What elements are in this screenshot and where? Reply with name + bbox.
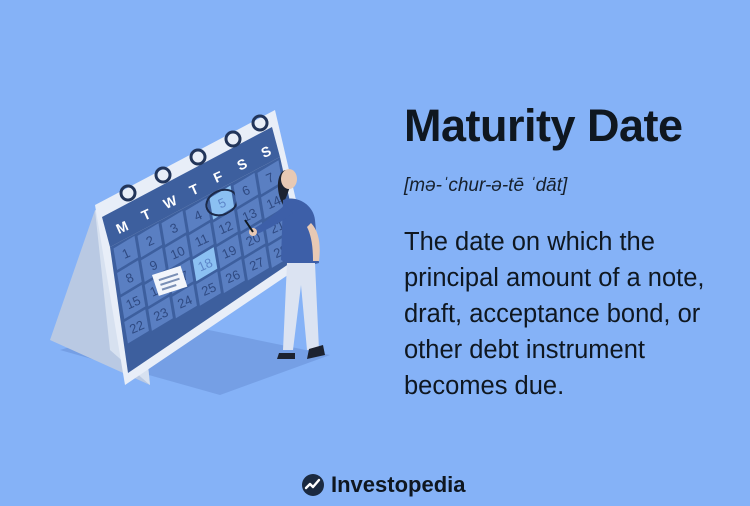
calendar-day-number: 14	[264, 193, 283, 213]
calendar-day-number: 10	[168, 243, 187, 263]
calendar-day-cell	[165, 235, 190, 270]
calendar-graphic: MTWTFSS123456789101112131415161718192021…	[50, 110, 330, 395]
calendar-day-cell	[196, 271, 221, 306]
calendar-day-cell	[237, 197, 262, 232]
brand-name: Investopedia	[331, 472, 466, 497]
calendar-day-cell	[113, 235, 139, 270]
calendar-rings	[119, 114, 269, 202]
pronunciation: [mə-ˈchur-ə-tē ˈdāt]	[404, 175, 568, 196]
calendar-day-cell	[117, 260, 142, 295]
calendar-day-cell	[120, 284, 146, 319]
calendar-day-number: 18	[196, 255, 215, 275]
calendar-day-cell	[209, 185, 235, 220]
calendar-day-number: 26	[223, 267, 242, 287]
calendar-day-number: 15	[124, 293, 143, 313]
page-title: Maturity Date	[404, 100, 683, 151]
brand-footer: Investopedia	[302, 472, 465, 498]
woman-figure	[244, 169, 325, 359]
calendar-day-number: 25	[199, 279, 218, 299]
calendar-day-number: 27	[247, 254, 266, 274]
calendar-day-number: 20	[244, 230, 263, 250]
calendar-day-cell	[161, 210, 187, 245]
calendar-day-cell	[244, 246, 269, 281]
definition-text: The date on which the principal amount o…	[404, 228, 705, 400]
calendar-day-cell	[192, 247, 218, 282]
calendar-day-cell	[233, 172, 259, 207]
calendar-day-number: 23	[151, 305, 170, 325]
calendar-day-cell	[148, 296, 173, 331]
calendar-day-cell	[189, 222, 214, 257]
calendar-day-cell	[137, 223, 163, 258]
calendar-header-bar	[102, 127, 280, 247]
calendar-day-cell	[257, 160, 283, 195]
sticky-note-icon	[152, 265, 188, 296]
calendar-day-number: 24	[175, 292, 194, 312]
calendar-day-cell	[185, 198, 211, 233]
calendar-day-number: 13	[240, 205, 259, 225]
investopedia-logo-icon	[302, 474, 324, 496]
calendar-day-cell	[141, 247, 166, 282]
definition-card: Maturity Date [mə-ˈchur-ə-tē ˈdāt] The d…	[404, 98, 740, 404]
calendar-day-cell	[124, 309, 149, 344]
calendar-day-cell	[213, 210, 238, 245]
calendar-day-cell	[220, 259, 245, 294]
calendar-day-cell	[172, 284, 197, 319]
calendar-day-number: 19	[220, 242, 239, 262]
calendar-day-number: 12	[216, 218, 235, 238]
calendar-illustration: MTWTFSS123456789101112131415161718192021…	[40, 95, 380, 415]
calendar-day-number: 11	[192, 231, 210, 250]
calendar-day-cell	[216, 234, 242, 269]
calendar-day-number: 22	[127, 317, 146, 337]
